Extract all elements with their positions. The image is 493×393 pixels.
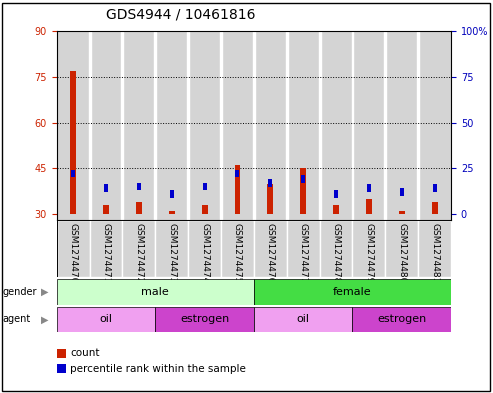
Bar (385, 31, 387, 220)
Bar (202, 205, 208, 214)
Bar (333, 205, 339, 214)
Bar (57, 220, 90, 277)
Bar (254, 279, 451, 305)
Bar (90, 220, 122, 277)
Text: GSM1274477: GSM1274477 (299, 223, 308, 283)
Bar (253, 31, 255, 220)
Bar (169, 211, 175, 214)
Bar (254, 220, 287, 277)
Bar (386, 31, 418, 220)
Bar (122, 31, 155, 220)
Bar (301, 175, 305, 183)
Text: GSM1274473: GSM1274473 (167, 223, 176, 283)
Bar (122, 220, 155, 277)
Bar (136, 202, 142, 214)
Bar (352, 220, 386, 277)
Bar (121, 31, 123, 220)
Bar (352, 307, 451, 332)
Bar (400, 188, 404, 196)
Bar (90, 31, 122, 220)
Bar (235, 165, 241, 214)
Bar (57, 31, 90, 220)
Bar (352, 31, 386, 220)
Bar (170, 190, 174, 198)
Bar (188, 220, 221, 277)
Bar (432, 202, 438, 214)
Bar (188, 31, 221, 220)
Bar (287, 31, 319, 220)
Text: agent: agent (2, 314, 31, 324)
Text: ▶: ▶ (41, 314, 48, 324)
Bar (399, 211, 405, 214)
Bar (104, 184, 108, 192)
Bar (203, 183, 207, 190)
Bar (267, 184, 273, 214)
Bar (286, 31, 288, 220)
Bar (319, 220, 352, 277)
Bar (418, 220, 451, 277)
Text: GSM1274474: GSM1274474 (200, 223, 209, 283)
Bar (220, 31, 222, 220)
Bar (155, 31, 188, 220)
Bar (57, 279, 254, 305)
Text: GSM1274476: GSM1274476 (266, 223, 275, 283)
Text: gender: gender (2, 287, 37, 297)
Bar (352, 31, 353, 220)
Bar (367, 184, 371, 192)
Bar (254, 307, 352, 332)
Bar (300, 168, 306, 214)
Text: female: female (333, 287, 372, 297)
Text: estrogen: estrogen (377, 314, 426, 324)
Bar (57, 307, 155, 332)
Bar (71, 170, 75, 178)
Bar (221, 31, 254, 220)
Bar (417, 31, 419, 220)
Text: GSM1274478: GSM1274478 (332, 223, 341, 283)
Bar (236, 170, 240, 178)
Bar (155, 220, 188, 277)
Bar (334, 190, 338, 198)
Text: GSM1274471: GSM1274471 (102, 223, 110, 283)
Text: percentile rank within the sample: percentile rank within the sample (70, 364, 246, 374)
Text: oil: oil (100, 314, 112, 324)
Bar (366, 199, 372, 214)
Bar (137, 183, 141, 190)
Text: ▶: ▶ (41, 287, 48, 297)
Text: GSM1274470: GSM1274470 (69, 223, 77, 283)
Bar (254, 31, 287, 220)
Bar (187, 31, 189, 220)
Bar (155, 307, 254, 332)
Text: GSM1274475: GSM1274475 (233, 223, 242, 283)
Text: male: male (141, 287, 169, 297)
Bar (70, 71, 76, 214)
Text: oil: oil (297, 314, 310, 324)
Bar (103, 205, 109, 214)
Text: GDS4944 / 10461816: GDS4944 / 10461816 (106, 7, 255, 22)
Text: GSM1274472: GSM1274472 (135, 223, 143, 283)
Text: GSM1274481: GSM1274481 (430, 223, 439, 283)
Bar (154, 31, 156, 220)
Text: GSM1274479: GSM1274479 (364, 223, 373, 283)
Bar (433, 184, 437, 192)
Bar (319, 31, 352, 220)
Bar (268, 179, 272, 187)
Bar (89, 31, 91, 220)
Text: estrogen: estrogen (180, 314, 229, 324)
Bar (318, 31, 320, 220)
Bar (221, 220, 254, 277)
Bar (386, 220, 418, 277)
Bar (287, 220, 319, 277)
Bar (418, 31, 451, 220)
Text: count: count (70, 348, 100, 358)
Text: GSM1274480: GSM1274480 (397, 223, 406, 283)
